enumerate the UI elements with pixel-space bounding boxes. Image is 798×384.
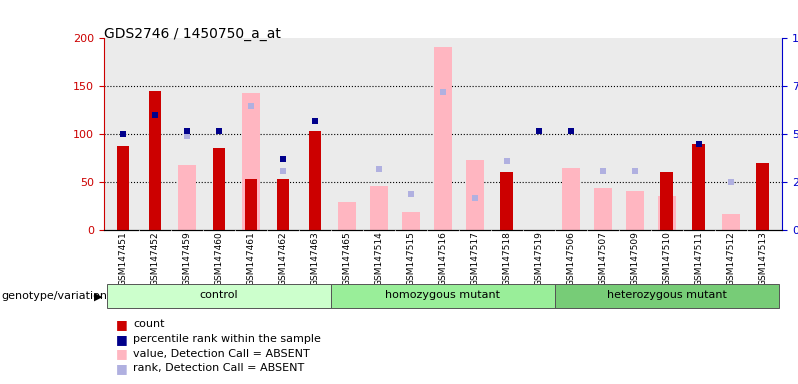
Text: GSM147519: GSM147519 — [535, 232, 543, 286]
Bar — [594, 188, 611, 230]
Text: GDS2746 / 1450750_a_at: GDS2746 / 1450750_a_at — [104, 27, 281, 41]
Bar — [242, 93, 259, 230]
Bar — [309, 131, 322, 230]
Text: GSM147465: GSM147465 — [342, 232, 351, 286]
Text: GSM147451: GSM147451 — [118, 232, 128, 286]
Text: value, Detection Call = ABSENT: value, Detection Call = ABSENT — [133, 349, 310, 359]
Text: genotype/variation: genotype/variation — [2, 291, 108, 301]
Text: GSM147463: GSM147463 — [310, 232, 319, 286]
Text: GSM147462: GSM147462 — [279, 232, 287, 286]
Text: ▶: ▶ — [94, 291, 103, 301]
Text: control: control — [200, 290, 239, 300]
Bar — [658, 196, 676, 230]
Bar — [117, 146, 129, 230]
Bar — [661, 172, 674, 230]
Text: GSM147517: GSM147517 — [470, 232, 480, 286]
Text: homozygous mutant: homozygous mutant — [385, 290, 500, 300]
Bar — [626, 191, 644, 230]
Bar — [693, 144, 705, 230]
Bar — [244, 179, 257, 230]
Bar — [757, 163, 769, 230]
Text: ■: ■ — [116, 333, 128, 346]
Bar — [277, 179, 290, 230]
Text: count: count — [133, 319, 164, 329]
Text: ■: ■ — [116, 362, 128, 375]
Text: heterozygous mutant: heterozygous mutant — [607, 290, 727, 300]
Text: GSM147459: GSM147459 — [183, 232, 192, 286]
Text: ■: ■ — [116, 318, 128, 331]
Text: GSM147506: GSM147506 — [567, 232, 575, 286]
Text: GSM147514: GSM147514 — [374, 232, 383, 286]
Text: rank, Detection Call = ABSENT: rank, Detection Call = ABSENT — [133, 363, 305, 373]
Bar — [178, 165, 196, 230]
Text: ■: ■ — [116, 347, 128, 360]
Text: GSM147460: GSM147460 — [215, 232, 223, 286]
Bar — [148, 91, 161, 230]
Bar — [555, 283, 779, 308]
Text: GSM147513: GSM147513 — [758, 232, 768, 286]
Text: GSM147509: GSM147509 — [630, 232, 639, 286]
Text: GSM147452: GSM147452 — [151, 232, 160, 286]
Bar — [434, 47, 452, 230]
Bar — [402, 212, 420, 230]
Bar — [500, 172, 513, 230]
Bar — [338, 202, 356, 230]
Bar — [212, 148, 225, 230]
Text: GSM147518: GSM147518 — [503, 232, 512, 286]
Bar — [562, 168, 579, 230]
Text: GSM147515: GSM147515 — [406, 232, 416, 286]
Bar — [466, 161, 484, 230]
Bar — [107, 283, 331, 308]
Text: GSM147511: GSM147511 — [694, 232, 703, 286]
Bar — [331, 283, 555, 308]
Text: GSM147510: GSM147510 — [662, 232, 671, 286]
Text: GSM147507: GSM147507 — [598, 232, 607, 286]
Bar — [722, 214, 740, 230]
Text: GSM147461: GSM147461 — [247, 232, 255, 286]
Text: GSM147516: GSM147516 — [438, 232, 448, 286]
Text: GSM147512: GSM147512 — [726, 232, 735, 286]
Text: percentile rank within the sample: percentile rank within the sample — [133, 334, 321, 344]
Bar — [370, 186, 388, 230]
